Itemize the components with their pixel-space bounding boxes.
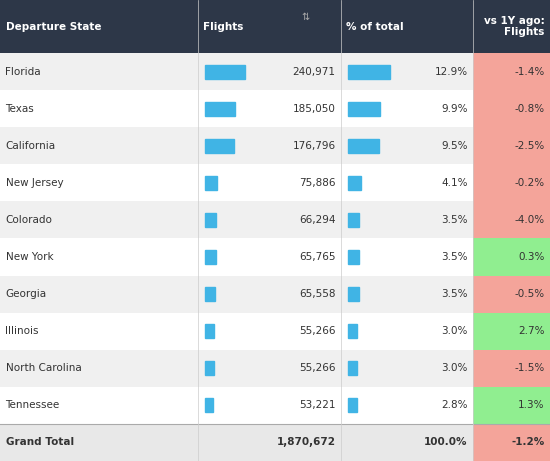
Text: 185,050: 185,050 xyxy=(293,104,336,114)
Bar xyxy=(348,287,359,301)
Bar xyxy=(348,398,357,413)
Text: % of total: % of total xyxy=(346,22,404,31)
Bar xyxy=(205,101,235,116)
Bar xyxy=(205,361,214,375)
Bar xyxy=(0,53,473,90)
Text: California: California xyxy=(6,141,56,151)
Bar xyxy=(473,350,550,387)
Text: -0.5%: -0.5% xyxy=(514,289,544,299)
Bar xyxy=(205,176,217,190)
Bar xyxy=(473,164,550,201)
Text: 0.3%: 0.3% xyxy=(518,252,544,262)
Bar xyxy=(348,361,358,375)
Text: -1.5%: -1.5% xyxy=(514,363,544,373)
Text: 55,266: 55,266 xyxy=(299,326,336,336)
Bar xyxy=(205,324,214,338)
Text: Grand Total: Grand Total xyxy=(6,437,74,448)
Text: Colorado: Colorado xyxy=(6,215,52,225)
Bar xyxy=(473,201,550,238)
Text: 3.0%: 3.0% xyxy=(441,326,468,336)
Bar xyxy=(348,176,361,190)
Bar xyxy=(0,127,473,164)
Text: 12.9%: 12.9% xyxy=(434,66,468,77)
Text: vs 1Y ago:
Flights: vs 1Y ago: Flights xyxy=(484,16,544,37)
Text: Tennessee: Tennessee xyxy=(6,400,60,410)
Text: 176,796: 176,796 xyxy=(293,141,336,151)
Bar xyxy=(0,313,473,350)
Bar xyxy=(0,0,550,53)
Text: Georgia: Georgia xyxy=(6,289,47,299)
Bar xyxy=(348,139,379,153)
Text: 9.9%: 9.9% xyxy=(441,104,468,114)
Text: 1,870,672: 1,870,672 xyxy=(277,437,336,448)
Bar xyxy=(473,276,550,313)
Text: 4.1%: 4.1% xyxy=(441,178,468,188)
Bar xyxy=(0,164,473,201)
Bar xyxy=(348,250,359,264)
Text: 65,558: 65,558 xyxy=(299,289,336,299)
Bar xyxy=(0,350,473,387)
Text: Texas: Texas xyxy=(6,104,34,114)
Bar xyxy=(348,65,390,79)
Text: 65,765: 65,765 xyxy=(299,252,336,262)
Bar xyxy=(473,90,550,127)
Bar xyxy=(205,65,245,79)
Bar xyxy=(348,101,380,116)
Text: 9.5%: 9.5% xyxy=(441,141,468,151)
Text: Flights: Flights xyxy=(204,22,244,31)
Text: 2.8%: 2.8% xyxy=(441,400,468,410)
Bar xyxy=(205,398,213,413)
Bar xyxy=(348,324,358,338)
Text: 3.0%: 3.0% xyxy=(441,363,468,373)
Text: 3.5%: 3.5% xyxy=(441,252,468,262)
Text: 66,294: 66,294 xyxy=(299,215,336,225)
Text: ⇅: ⇅ xyxy=(301,12,309,22)
Bar xyxy=(205,287,216,301)
Text: -1.2%: -1.2% xyxy=(512,437,544,448)
Bar xyxy=(0,201,473,238)
Bar xyxy=(0,387,473,424)
Text: 1.3%: 1.3% xyxy=(518,400,544,410)
Bar xyxy=(0,276,473,313)
Bar xyxy=(473,127,550,164)
Text: -1.4%: -1.4% xyxy=(514,66,544,77)
Text: Florida: Florida xyxy=(6,66,41,77)
Text: 75,886: 75,886 xyxy=(299,178,336,188)
Text: New Jersey: New Jersey xyxy=(6,178,63,188)
Text: 240,971: 240,971 xyxy=(293,66,336,77)
Bar xyxy=(0,238,473,276)
Text: 3.5%: 3.5% xyxy=(441,289,468,299)
Text: 2.7%: 2.7% xyxy=(518,326,544,336)
Text: 55,266: 55,266 xyxy=(299,363,336,373)
Text: Illinois: Illinois xyxy=(6,326,39,336)
Text: -2.5%: -2.5% xyxy=(514,141,544,151)
Bar xyxy=(205,139,234,153)
Bar xyxy=(0,424,473,461)
Bar xyxy=(205,250,216,264)
Text: North Carolina: North Carolina xyxy=(6,363,81,373)
Bar xyxy=(205,213,216,227)
Text: -0.8%: -0.8% xyxy=(514,104,544,114)
Bar xyxy=(473,53,550,90)
Bar xyxy=(348,213,359,227)
Text: 100.0%: 100.0% xyxy=(424,437,468,448)
Bar xyxy=(473,424,550,461)
Text: New York: New York xyxy=(6,252,53,262)
Bar xyxy=(473,313,550,350)
Text: Departure State: Departure State xyxy=(6,22,101,31)
Bar xyxy=(473,238,550,276)
Text: 53,221: 53,221 xyxy=(299,400,336,410)
Text: -4.0%: -4.0% xyxy=(514,215,544,225)
Text: -0.2%: -0.2% xyxy=(514,178,544,188)
Bar xyxy=(0,90,473,127)
Bar xyxy=(473,387,550,424)
Text: 3.5%: 3.5% xyxy=(441,215,468,225)
